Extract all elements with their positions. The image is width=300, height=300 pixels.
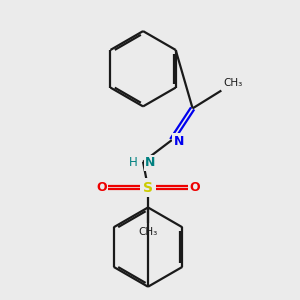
Text: H: H xyxy=(129,156,137,170)
Text: S: S xyxy=(143,181,153,195)
Text: O: O xyxy=(96,181,107,194)
Text: N: N xyxy=(145,156,155,170)
Text: CH₃: CH₃ xyxy=(223,78,243,88)
Text: CH₃: CH₃ xyxy=(138,227,158,237)
Text: N: N xyxy=(174,135,184,148)
Text: O: O xyxy=(189,181,200,194)
